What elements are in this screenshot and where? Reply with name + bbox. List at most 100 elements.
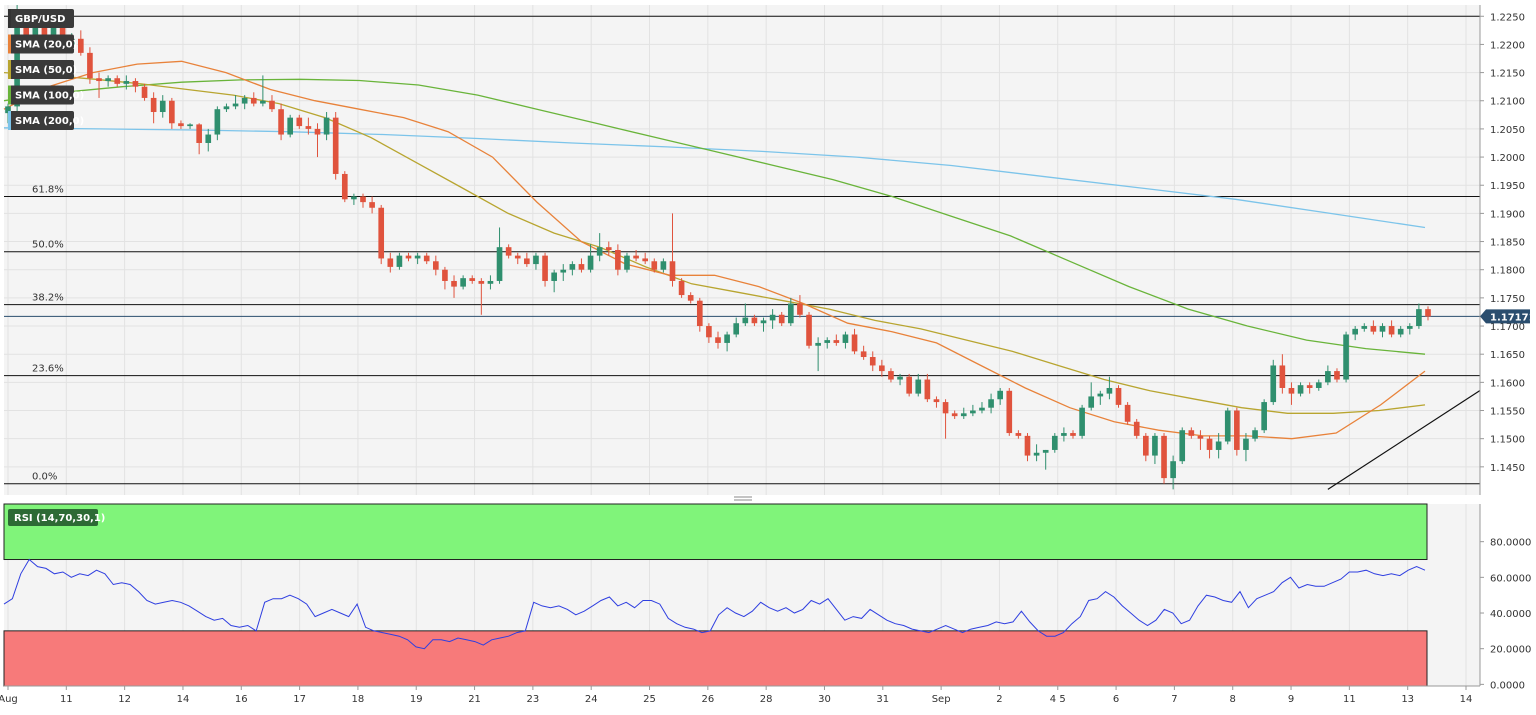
- symbol-legend[interactable]: GBP/USD: [8, 9, 74, 28]
- candle: [1142, 433, 1149, 462]
- legend-label: SMA (100,0): [15, 91, 84, 102]
- legend-color-swatch: [8, 60, 11, 79]
- sma-legend-item[interactable]: SMA (200,0): [8, 111, 84, 130]
- candle-body: [806, 314, 812, 346]
- rsi-legend: RSI (14,70,30,1): [8, 509, 105, 526]
- time-axis: Aug 11 12 14 16 17 18 19 21 23 24 25 26 28 30 31 Sep 2 4 5…: [0, 685, 1480, 705]
- candle-body: [1006, 390, 1013, 434]
- candle: [378, 204, 385, 265]
- candle: [542, 252, 548, 287]
- main-plot-area: [4, 5, 1480, 495]
- candle-body: [787, 303, 794, 324]
- candle: [232, 95, 239, 110]
- candle-body: [387, 258, 394, 267]
- candle-body: [1070, 433, 1076, 436]
- candle-body: [250, 97, 257, 104]
- candle-body: [533, 255, 539, 265]
- legend-bg: [8, 9, 74, 28]
- candle-body: [997, 390, 1004, 400]
- time-tick-label: 13: [1401, 694, 1414, 705]
- candle-body: [1397, 328, 1404, 335]
- candle: [1188, 427, 1195, 439]
- candle-body: [487, 280, 494, 284]
- candle-body: [942, 402, 949, 414]
- candle-body: [833, 340, 840, 343]
- sma-legend-item[interactable]: SMA (100,0): [8, 85, 84, 105]
- candle: [114, 75, 121, 87]
- candle: [1388, 320, 1395, 338]
- candle-body: [633, 255, 639, 259]
- price-tick-label: 1.2200: [1490, 40, 1525, 51]
- candle: [1361, 323, 1368, 332]
- candle-body: [141, 86, 148, 98]
- candle: [396, 252, 403, 270]
- candle: [569, 261, 576, 276]
- candle-body: [1288, 387, 1295, 394]
- sma-legend-item[interactable]: SMA (50,0): [8, 60, 77, 79]
- candle-body: [1306, 385, 1313, 388]
- candle: [514, 252, 521, 265]
- candle: [505, 244, 512, 259]
- candle: [1115, 385, 1122, 408]
- last-price-label: 1.17171: [1490, 312, 1536, 323]
- candle-body: [1343, 334, 1349, 380]
- candle-body: [715, 337, 721, 343]
- rsi-legend-bg: [8, 509, 98, 526]
- legend-label: GBP/USD: [15, 14, 65, 25]
- price-tick-label: 1.2100: [1490, 97, 1525, 108]
- time-tick-label: 14: [177, 694, 190, 705]
- candle-body: [578, 264, 585, 270]
- legend-color-swatch: [8, 111, 11, 130]
- candle-body: [1416, 309, 1422, 327]
- time-tick-label: 2: [996, 694, 1002, 705]
- candle: [888, 368, 894, 383]
- candle-body: [1425, 309, 1431, 317]
- candle-body: [205, 134, 212, 143]
- rsi-line: [3, 558, 1426, 650]
- rsi-tick-label: 40.0000: [1490, 609, 1531, 620]
- time-tick-label: 19: [410, 694, 423, 705]
- candle-body: [1024, 435, 1031, 456]
- candle-body: [332, 117, 339, 174]
- panel-resize-handle[interactable]: [734, 496, 752, 501]
- candle: [196, 123, 202, 155]
- time-tick-label: 8: [1230, 694, 1236, 705]
- candle-body: [1334, 371, 1340, 380]
- candle-body: [933, 399, 940, 403]
- rsi-tick-label: 80.0000: [1490, 538, 1531, 549]
- candle-body: [396, 255, 403, 267]
- candle-body: [360, 196, 366, 203]
- candle: [1079, 404, 1085, 439]
- candle: [1097, 390, 1104, 405]
- candle-body: [596, 247, 603, 256]
- time-tick-label: 17: [293, 694, 306, 705]
- candle-body: [423, 255, 430, 262]
- candle: [524, 252, 530, 267]
- candle: [205, 128, 212, 152]
- candle-body: [405, 255, 412, 259]
- candle: [1406, 323, 1413, 335]
- price-tick-label: 1.2000: [1490, 153, 1525, 164]
- candle: [423, 252, 430, 265]
- candle-body: [1224, 410, 1231, 442]
- candle: [351, 193, 357, 205]
- candle-body: [860, 351, 867, 358]
- legend-label: SMA (50,0): [15, 65, 77, 76]
- candle-body: [1161, 435, 1167, 479]
- candle: [296, 114, 303, 129]
- candle: [715, 331, 721, 349]
- sma-legend-item[interactable]: SMA (20,0): [8, 34, 77, 54]
- candle: [1051, 433, 1058, 453]
- candle-body: [178, 123, 184, 127]
- candle: [496, 227, 503, 284]
- candle: [596, 233, 603, 262]
- candle: [1015, 430, 1022, 439]
- candle-body: [815, 342, 821, 346]
- candle: [642, 252, 649, 265]
- candle-body: [960, 413, 967, 417]
- candle: [1315, 379, 1322, 391]
- candle-body: [442, 269, 448, 281]
- candle: [615, 244, 621, 276]
- candle-body: [123, 81, 130, 84]
